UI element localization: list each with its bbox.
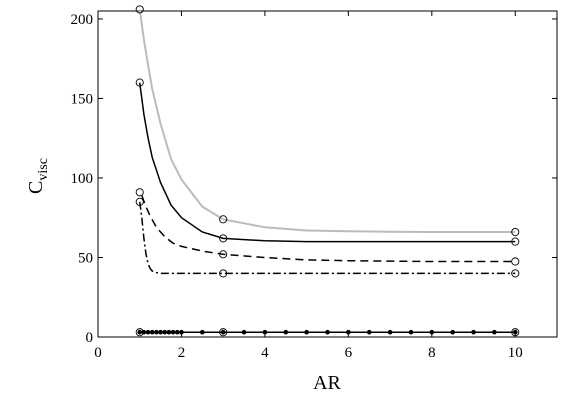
x-tick-label-1: 2 — [178, 345, 186, 361]
series-4-point-22 — [429, 329, 435, 335]
series-4-point-9 — [174, 329, 180, 335]
series-3-point-2 — [511, 269, 520, 278]
series-1-point-1 — [219, 234, 228, 243]
series-2 — [135, 188, 520, 266]
series-4-point-18 — [346, 329, 351, 335]
series-0-point-2 — [511, 227, 520, 237]
plot-frame — [97, 10, 558, 338]
series-4-point-11 — [200, 329, 205, 335]
series-4-point-10 — [179, 329, 184, 335]
series-4-point-8 — [170, 329, 176, 335]
series-layer — [135, 5, 520, 337]
y-tick-label-2: 100 — [71, 171, 94, 187]
series-2-line — [141, 195, 516, 263]
series-4-point-12 — [220, 329, 226, 335]
series-4-point-23 — [450, 329, 455, 335]
y-tick-label-3: 150 — [71, 91, 94, 107]
series-4-point-17 — [325, 329, 330, 335]
series-1-point-0 — [135, 78, 144, 87]
series-3-line — [138, 201, 516, 275]
series-2-point-1 — [219, 250, 228, 259]
series-4 — [135, 328, 520, 337]
series-0-point-0 — [135, 5, 144, 14]
y-tick-label-1: 50 — [78, 250, 93, 266]
series-4-point-25 — [492, 329, 497, 335]
x-tick-label-3: 6 — [345, 345, 353, 361]
x-tick-label-5: 10 — [508, 345, 523, 361]
series-2-point-2 — [511, 257, 520, 266]
series-4-point-19 — [366, 329, 372, 335]
x-tick-label-2: 4 — [261, 345, 269, 361]
series-2-point-0 — [135, 188, 144, 197]
series-3-point-1 — [219, 269, 228, 278]
y-tick-label-0: 0 — [86, 330, 94, 346]
series-4-point-1 — [141, 329, 147, 335]
series-0 — [135, 5, 520, 237]
series-4-point-24 — [471, 329, 476, 335]
x-tick-label-4: 8 — [428, 345, 436, 361]
series-4-point-21 — [408, 329, 414, 335]
series-1-line — [138, 82, 516, 243]
series-1 — [135, 78, 520, 246]
series-0-line — [138, 9, 516, 233]
series-3 — [135, 197, 520, 278]
series-1-point-2 — [511, 237, 520, 246]
series-4-point-20 — [387, 329, 393, 335]
series-4-open-point-2 — [511, 328, 520, 337]
series-4-point-13 — [241, 329, 247, 335]
series-4-point-0 — [137, 329, 143, 335]
series-4-point-5 — [158, 329, 163, 335]
series-4-open-point-0 — [135, 328, 144, 337]
series-4-point-6 — [162, 329, 168, 335]
y-axis-title-main: C — [25, 181, 47, 194]
series-4-point-2 — [145, 329, 151, 335]
series-4-point-14 — [262, 329, 268, 335]
series-4-point-3 — [149, 329, 155, 335]
series-4-point-7 — [166, 329, 172, 335]
series-0-point-1 — [219, 215, 228, 224]
y-tick-label-4: 200 — [71, 12, 94, 28]
series-3-point-0 — [135, 197, 144, 206]
series-4-open-point-1 — [219, 328, 228, 337]
x-axis-title: AR — [313, 372, 341, 394]
series-4-point-15 — [283, 329, 289, 335]
svg-text:Cvisc: Cvisc — [25, 158, 51, 194]
series-4-point-26 — [512, 329, 518, 335]
series-4-point-16 — [304, 329, 309, 335]
series-4-point-4 — [154, 329, 159, 335]
x-tick-label-0: 0 — [94, 345, 102, 361]
y-axis-title: Cvisc — [25, 158, 51, 194]
y-axis-title-subscript: visc — [36, 158, 51, 181]
